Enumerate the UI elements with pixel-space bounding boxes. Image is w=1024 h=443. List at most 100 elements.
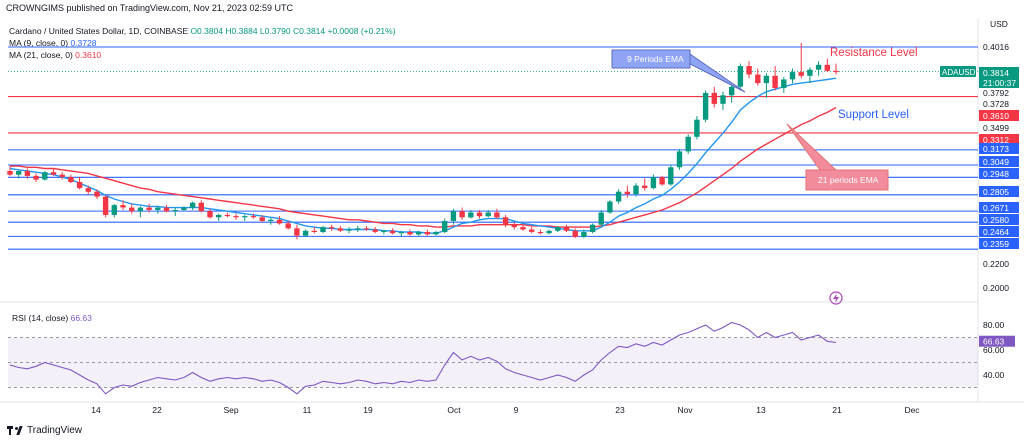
candle-body-42 [372,229,378,232]
ticker-badge: ADAUSD [942,68,976,77]
candle-body-8 [76,182,83,189]
candle-body-51 [450,211,457,221]
candle-body-11 [102,196,109,215]
candle-body-27 [242,216,248,218]
candle-body-66 [581,232,587,237]
price-label-bg-9 [979,143,1019,154]
candle-body-76 [668,167,674,185]
price-label-bg-12 [979,186,1019,197]
rsi-axis-tick-2: 40.00 [983,370,1005,380]
candle-body-68 [598,212,604,225]
ma21-label: MA (21, close, 0) [9,50,73,60]
price-label-bg-14 [979,214,1019,225]
candle-body-38 [337,228,344,231]
candle-body-28 [250,216,257,218]
candle-body-89 [781,79,787,88]
time-tick-9: 13 [756,405,766,415]
time-tick-0: 14 [91,405,101,415]
candle-body-1 [16,171,22,175]
time-tick-3: 11 [303,405,312,415]
candle-body-52 [459,211,465,218]
candle-body-62 [546,230,552,234]
candle-body-70 [615,191,622,202]
candle-body-88 [772,75,778,88]
price-label-2: 0.3814 [983,68,1009,78]
candle-body-92 [807,69,813,76]
time-tick-11: Dec [904,405,920,415]
price-label-16: 0.2359 [983,239,1009,249]
ema9-callout-box [611,49,691,69]
tradingview-brand[interactable]: TradingView [7,425,82,436]
rsi-axis-tick-1: 60.00 [983,345,1005,355]
price-label-bg-8 [979,134,1019,145]
candle-body-14 [129,207,135,212]
ticker-badge-bg [940,66,976,77]
time-tick-7: 23 [615,405,625,415]
candle-body-34 [302,230,309,236]
ma9-value: 0.3728 [70,38,97,48]
candle-body-5 [50,172,57,175]
ema21-line [10,106,837,228]
price-label-10: 0.3049 [983,157,1009,167]
price-label-bg-11 [979,168,1019,179]
price-label-13: 0.2671 [983,203,1009,213]
candle-body-37 [329,227,335,229]
candle-body-81 [711,92,717,104]
price-label-bg-2 [979,67,1019,78]
candle-body-78 [685,136,691,152]
price-label-12: 0.2805 [983,187,1009,197]
candle-body-61 [537,232,544,234]
candle-body-29 [259,217,265,221]
price-label-bg-16 [979,238,1019,249]
ma9-label: MA (9, close, 0) [9,38,69,48]
alert-lightning-glyph [833,293,839,303]
candle-body-49 [433,232,439,235]
candle-body-53 [468,212,474,218]
price-label-9: 0.3173 [983,144,1009,154]
candle-body-6 [59,174,65,177]
candle-body-93 [815,64,822,70]
rsi-label: RSI (14, close) [12,313,69,323]
chart-legend: Cardano / United States Dollar, 1D, COIN… [9,25,396,61]
alert-lightning-icon [829,291,843,305]
candle-body-59 [520,227,526,230]
candle-body-50 [442,221,448,232]
ema21-callout-text: 21 periods EMA [818,175,879,185]
candle-body-57 [502,217,509,225]
time-tick-4: 19 [363,405,373,415]
candle-body-44 [389,230,396,234]
price-label-5: 0.3728 [983,99,1009,109]
rsi-value: 66.63 [70,313,92,323]
candle-body-86 [755,74,761,84]
candle-body-40 [355,228,361,230]
candle-body-65 [572,230,578,237]
rsi-legend: RSI (14, close) 66.63 [12,313,92,323]
price-label-11: 0.2948 [983,169,1009,179]
currency-label: USD [990,19,1008,29]
candle-body-60 [529,229,535,232]
ema21-callout-pointer [786,123,838,171]
candle-body-46 [407,232,413,235]
candle-body-9 [85,188,91,192]
candle-body-43 [381,230,387,232]
price-label-18: 0.2000 [983,283,1009,293]
candle-body-74 [650,177,657,189]
price-label-8: 0.3312 [983,135,1009,145]
candle-body-13 [120,205,126,208]
candle-body-16 [146,207,152,210]
candle-body-56 [494,212,500,218]
brand-text: TradingView [27,425,83,436]
price-label-7: 0.3499 [983,123,1009,133]
candle-body-47 [416,232,422,235]
rsi-axis-tick-0: 80.00 [983,320,1005,330]
candle-body-71 [624,191,630,195]
candle-body-41 [363,228,370,230]
price-label-bg-13 [979,202,1019,213]
candle-body-64 [563,227,570,231]
price-label-6: 0.3610 [983,111,1009,121]
candle-body-18 [163,207,170,212]
candle-body-22 [198,202,204,212]
rsi-line [9,321,837,395]
candle-body-20 [181,207,187,210]
